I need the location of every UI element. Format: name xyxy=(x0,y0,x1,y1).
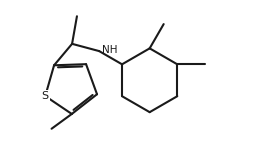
Text: S: S xyxy=(42,91,49,101)
Text: NH: NH xyxy=(102,45,118,55)
